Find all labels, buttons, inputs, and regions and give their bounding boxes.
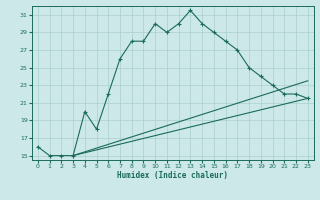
- X-axis label: Humidex (Indice chaleur): Humidex (Indice chaleur): [117, 171, 228, 180]
